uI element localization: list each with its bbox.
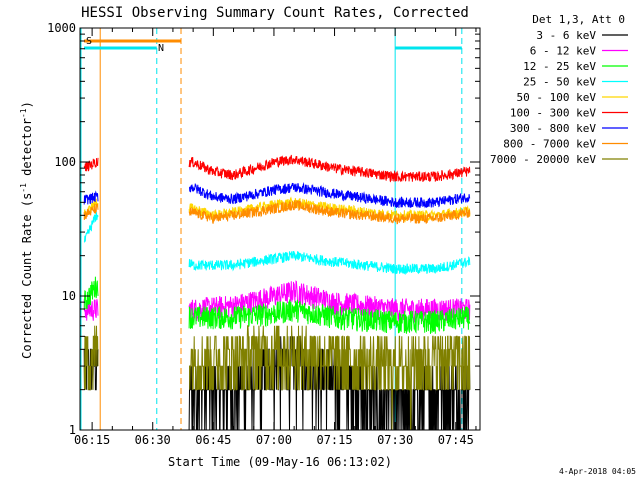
series-line-2 [83, 276, 99, 311]
series-line-2 [188, 299, 471, 334]
series-line-1 [83, 298, 99, 321]
legend-label: 300 - 800 keV [510, 122, 596, 135]
y-axis-label-main: Corrected Count Rate (s [20, 193, 34, 359]
series-line-7 [83, 203, 99, 220]
x-tick-label: 06:15 [74, 433, 110, 447]
y-axis-label-exp-1: -1 [19, 183, 28, 193]
series-line-4 [188, 196, 471, 223]
x-tick-label: 07:30 [377, 433, 413, 447]
instrument-markers: SN [80, 28, 463, 430]
series-line-8 [189, 325, 471, 431]
series-group [83, 154, 471, 431]
y-axis-label-exp-2: -1 [19, 108, 28, 118]
x-tick-label: 07:45 [438, 433, 474, 447]
y-axis-label-unit: detector [20, 118, 34, 176]
chart-title: HESSI Observing Summary Count Rates, Cor… [81, 5, 469, 21]
y-tick-label: 1000 [47, 21, 76, 35]
x-tick-label: 06:45 [195, 433, 231, 447]
legend-title: Det 1,3, Att 0 [532, 13, 625, 26]
legend-label: 3 - 6 keV [536, 29, 596, 42]
legend-label: 6 - 12 keV [530, 45, 597, 58]
y-tick-label: 10 [62, 289, 76, 303]
series-line-5 [188, 154, 471, 183]
y-tick-label: 100 [54, 155, 76, 169]
x-tick-label: 06:30 [135, 433, 171, 447]
x-axis-label: Start Time (09-May-16 06:13:02) [168, 455, 392, 469]
series-line-6 [188, 182, 471, 209]
x-tick-label: 07:00 [256, 433, 292, 447]
legend-label: 7000 - 20000 keV [490, 153, 596, 166]
saa-label: S [86, 36, 92, 47]
legend: 3 - 6 keV 6 - 12 keV 12 - 25 keV 25 - 50 ke… [490, 29, 628, 166]
series-line-1 [188, 280, 471, 323]
legend-label: 25 - 50 keV [523, 76, 596, 89]
x-tick-label: 07:15 [316, 433, 352, 447]
series-line-6 [83, 190, 99, 205]
legend-label: 800 - 7000 keV [503, 138, 596, 151]
x-axis: 06:15 06:30 06:45 07:00 07:15 07:30 07:45 [74, 28, 477, 447]
legend-label: 100 - 300 keV [510, 107, 596, 120]
series-line-5 [83, 157, 99, 172]
night-label: N [158, 43, 164, 54]
series-line-3 [188, 250, 471, 276]
series-line-3 [83, 212, 99, 244]
series-line-7 [188, 200, 471, 225]
y-axis: 1 10 100 1000 [47, 21, 480, 437]
y-axis-label: Corrected Count Rate (s-1 detector-1) [19, 101, 34, 359]
y-tick-label: 1 [69, 423, 76, 437]
timestamp: 4-Apr-2018 04:05 [559, 467, 636, 476]
series-line-8 [83, 325, 99, 391]
legend-label: 50 - 100 keV [517, 91, 597, 104]
plot-frame [79, 27, 481, 431]
legend-label: 12 - 25 keV [523, 60, 596, 73]
